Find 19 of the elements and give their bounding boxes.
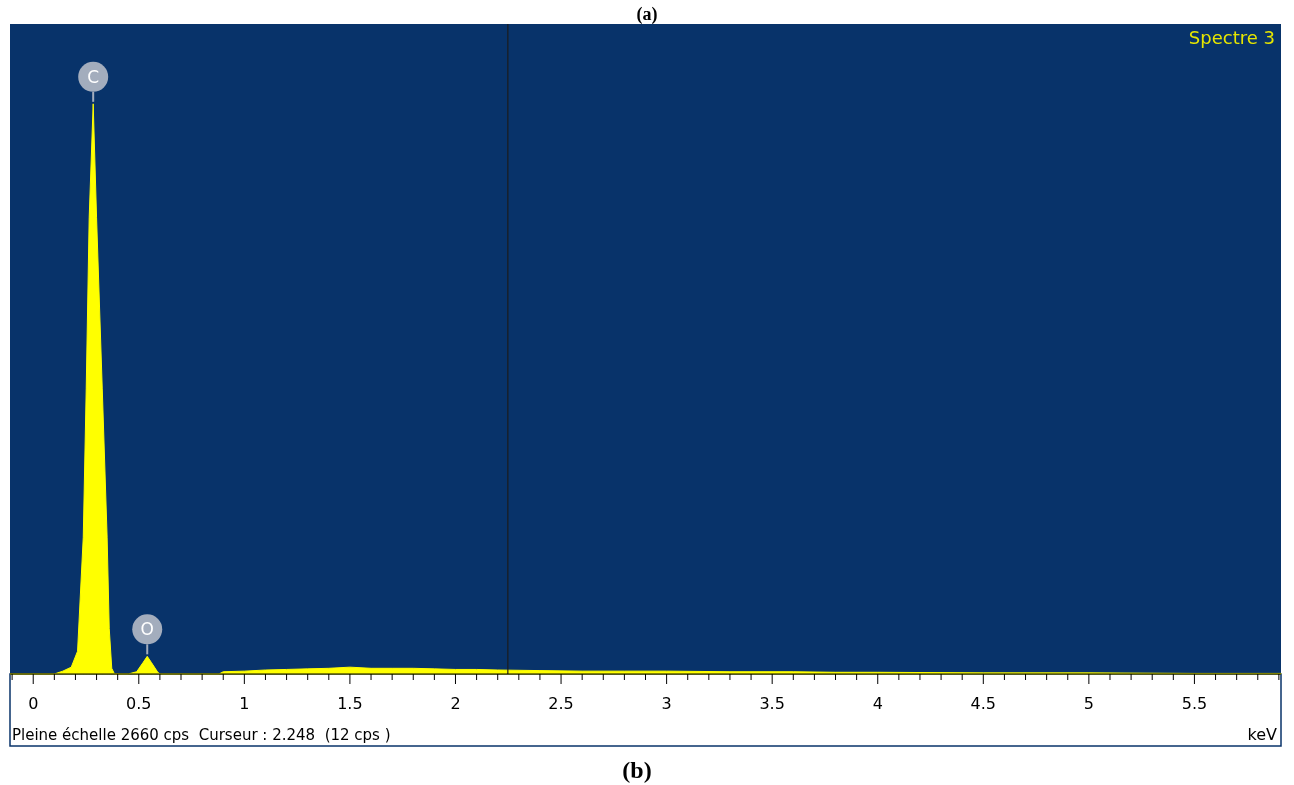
x-tick-label: 0.5 [126,694,152,713]
annotation: O [140,619,154,640]
x-tick-label: 3.5 [759,694,785,713]
text: Pleine échelle 2660 cps Curseur : 2.248 (12 cps ) [12,726,391,744]
x-tick-label: 5.5 [1181,694,1208,713]
x-tick-label: 1 [239,694,250,713]
annotation: C [87,66,100,87]
x-tick-label: 1.5 [337,694,363,713]
chart-title: Spectre 3 [1188,27,1275,48]
x-tick-label: 5 [1083,694,1094,713]
x-tick-label: 3 [661,694,672,713]
x-tick-label: 4.5 [970,694,997,713]
x-tick-label: 4 [872,694,883,713]
x-tick-label: 2.5 [548,694,574,713]
text: (a) [636,4,658,25]
x-axis-title: keV [1247,725,1278,744]
x-tick-label: 2 [450,694,461,713]
text: (b) [622,757,652,783]
x-tick-label: 0 [28,694,39,713]
